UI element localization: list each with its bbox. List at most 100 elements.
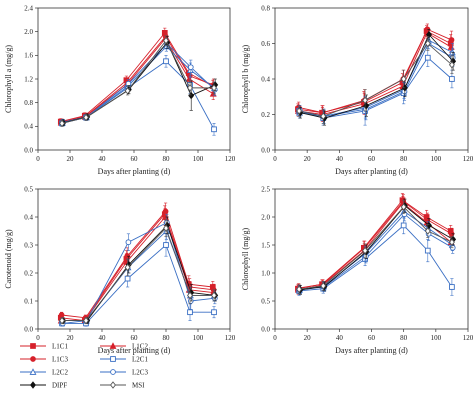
x-tick-label: 40: [336, 155, 344, 163]
x-tick-label: 60: [131, 334, 139, 342]
data-point: [401, 211, 408, 218]
data-point: [163, 224, 169, 232]
data-point: [188, 91, 195, 100]
data-point: [448, 61, 455, 69]
legend-marker: [110, 381, 116, 389]
y-tick-label: 2.4: [24, 4, 33, 12]
series-msi: [296, 199, 455, 295]
x-tick-label: 0: [36, 334, 40, 342]
data-point: [400, 203, 407, 211]
x-axis-label: Days after planting (d): [335, 167, 408, 176]
y-tick-label: 0.8: [24, 99, 33, 107]
series-l1c2: [294, 195, 455, 295]
legend-label: DIPF: [52, 382, 67, 390]
legend-entry-l2c1: L2C1: [100, 356, 148, 364]
data-point: [187, 64, 194, 71]
y-tick-label: 0.0: [261, 146, 270, 154]
series-l1c3: [295, 194, 455, 293]
series-line-l2c1: [62, 244, 214, 324]
legend-label: L1C3: [52, 356, 68, 364]
legend-label: L1C2: [132, 343, 148, 351]
x-tick-label: 20: [304, 334, 312, 342]
data-point: [125, 239, 132, 246]
x-tick-label: 120: [463, 334, 474, 342]
legend: L1C1 L1C3 L2C2 DIPF L1C2 L2C1 L2C3 MSI: [20, 342, 148, 390]
x-tick-label: 80: [400, 334, 408, 342]
data-point: [58, 312, 65, 318]
y-tick-label: 0.0: [24, 146, 33, 154]
data-point: [296, 285, 303, 293]
y-tick-label: 0.8: [261, 4, 270, 12]
x-tick-label: 100: [431, 155, 442, 163]
y-tick-label: 2.0: [261, 213, 270, 221]
series-line-msi: [61, 39, 214, 124]
y-tick-label: 0.4: [261, 75, 270, 83]
series-line-l2c3: [62, 221, 215, 324]
series-l1c1: [57, 205, 216, 324]
y-tick-label: 0.4: [24, 123, 33, 131]
y-tick-label: 1.5: [261, 241, 270, 249]
data-point: [163, 242, 169, 248]
legend-marker: [110, 369, 116, 375]
chart-panel-carotenoid: 0 20 40 60 80 100 120 0.0 0.1 0.2 0.3 0.4 0.5 Days af…: [4, 185, 236, 355]
y-tick-label: 1.2: [24, 75, 33, 83]
legend-entry-l1c3: L1C3: [20, 356, 68, 364]
series-l2c2: [58, 222, 218, 324]
legend-entry-l1c1: L1C1: [20, 343, 68, 351]
legend-entry-l1c2: L1C2: [100, 342, 148, 351]
series-line-dipf: [63, 224, 216, 322]
data-point: [124, 263, 131, 272]
y-tick-label: 1.6: [24, 52, 33, 60]
x-tick-label: 20: [67, 155, 75, 163]
data-point: [363, 101, 370, 110]
x-tick-label: 60: [368, 155, 376, 163]
series-line-dipf: [300, 33, 454, 119]
series-l2c3: [297, 207, 456, 295]
x-tick-label: 100: [193, 334, 204, 342]
x-tick-label: 40: [99, 334, 107, 342]
x-tick-label: 80: [163, 155, 171, 163]
y-tick-label: 0.3: [24, 241, 33, 249]
x-axis-label: Days after planting (d): [98, 167, 171, 176]
x-tick-label: 0: [273, 334, 277, 342]
x-tick-label: 120: [225, 334, 236, 342]
plot-frame: [274, 7, 469, 151]
x-tick-label: 0: [36, 155, 40, 163]
series-line-l1c1: [60, 213, 213, 322]
y-axis-label: Carotenoid (mg/g): [4, 229, 13, 289]
legend-label: L1C1: [52, 343, 68, 351]
data-point: [449, 76, 455, 82]
series-l2c3: [59, 213, 218, 327]
y-tick-label: 0.2: [24, 269, 33, 277]
series-line-dipf: [300, 205, 454, 291]
legend-entry-msi: MSI: [100, 381, 145, 390]
legend-label: L2C1: [132, 356, 148, 364]
data-point: [424, 247, 431, 254]
y-axis-label: Chlorophyll (mg/g): [241, 227, 250, 290]
x-tick-label: 120: [225, 155, 236, 163]
data-point: [448, 238, 455, 246]
x-tick-label: 100: [431, 334, 442, 342]
data-point: [83, 316, 89, 325]
y-tick-label: 0.5: [24, 185, 33, 193]
y-tick-label: 0.5: [261, 297, 270, 305]
series-line-l1c3: [298, 200, 452, 289]
series-line-l1c1: [60, 32, 214, 123]
data-point: [296, 107, 303, 115]
x-tick-label: 20: [67, 334, 75, 342]
legend-entry-l2c3: L2C3: [100, 369, 148, 377]
data-point: [124, 87, 131, 95]
data-point: [83, 113, 89, 122]
y-tick-label: 1.0: [261, 269, 270, 277]
series-line-l1c2: [61, 216, 214, 322]
data-point: [59, 119, 65, 128]
legend-marker: [29, 368, 37, 375]
data-point: [424, 54, 431, 61]
x-axis-label: Days after planting (d): [98, 346, 171, 355]
y-tick-label: 0.2: [261, 111, 270, 119]
series-line-l1c3: [61, 35, 214, 123]
y-tick-label: 0.0: [24, 325, 33, 333]
x-tick-label: 20: [304, 155, 312, 163]
data-point: [162, 208, 169, 215]
data-point: [400, 75, 407, 83]
